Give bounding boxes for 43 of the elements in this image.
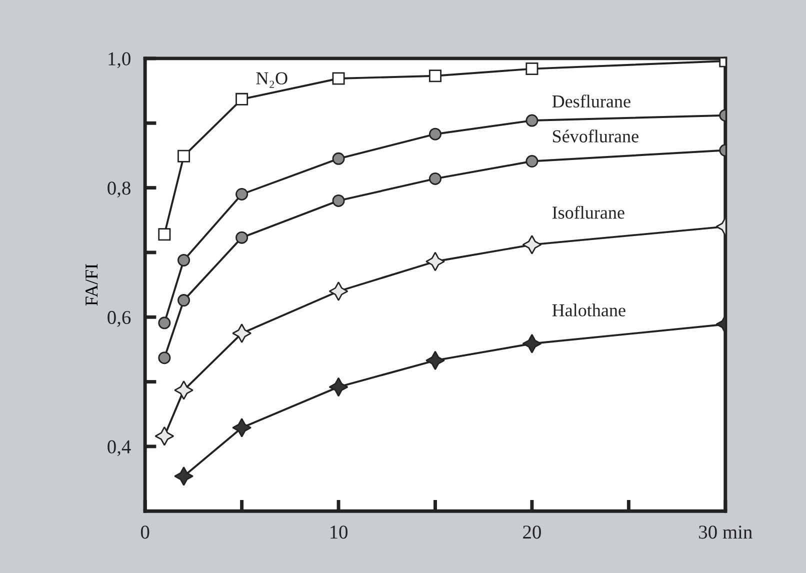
y-tick-label: 0,8 <box>108 182 130 198</box>
point <box>178 150 190 162</box>
y-tick-label: 1,0 <box>108 52 130 68</box>
point <box>428 70 442 82</box>
point <box>154 426 174 446</box>
point <box>526 155 538 168</box>
point <box>522 334 542 354</box>
point <box>426 350 445 370</box>
point <box>158 228 171 241</box>
point <box>178 254 190 266</box>
series-label: Sévoflurane <box>552 130 638 142</box>
point <box>232 324 252 344</box>
point <box>328 282 348 301</box>
point <box>178 294 190 307</box>
point <box>428 128 442 140</box>
point <box>158 352 171 364</box>
point <box>174 466 194 486</box>
series-label: Desflurane <box>552 94 630 108</box>
y-axis-title: FA/FI <box>86 264 98 306</box>
series-label: Isoflurane <box>552 206 624 219</box>
y-tick-label: 0,6 <box>108 310 131 327</box>
point <box>236 92 248 106</box>
point <box>526 62 538 76</box>
point <box>328 377 348 397</box>
series-label: Halothane <box>552 304 626 316</box>
point <box>174 380 194 400</box>
point <box>522 234 542 254</box>
x-tick-label: 0 <box>140 526 150 539</box>
x-tick-label: 10 <box>330 526 348 539</box>
point <box>426 252 445 272</box>
x-tick-label: 30 min <box>699 526 752 539</box>
series-label: N₂O <box>256 72 288 88</box>
point <box>232 418 252 438</box>
point <box>526 114 538 127</box>
point <box>332 194 345 207</box>
y-tick-label: 0,4 <box>108 440 131 456</box>
point <box>332 152 345 165</box>
point <box>236 231 248 244</box>
point <box>236 188 248 200</box>
point <box>158 316 171 330</box>
point <box>428 172 442 185</box>
point <box>332 72 345 85</box>
x-tick-label: 20 <box>523 526 541 539</box>
